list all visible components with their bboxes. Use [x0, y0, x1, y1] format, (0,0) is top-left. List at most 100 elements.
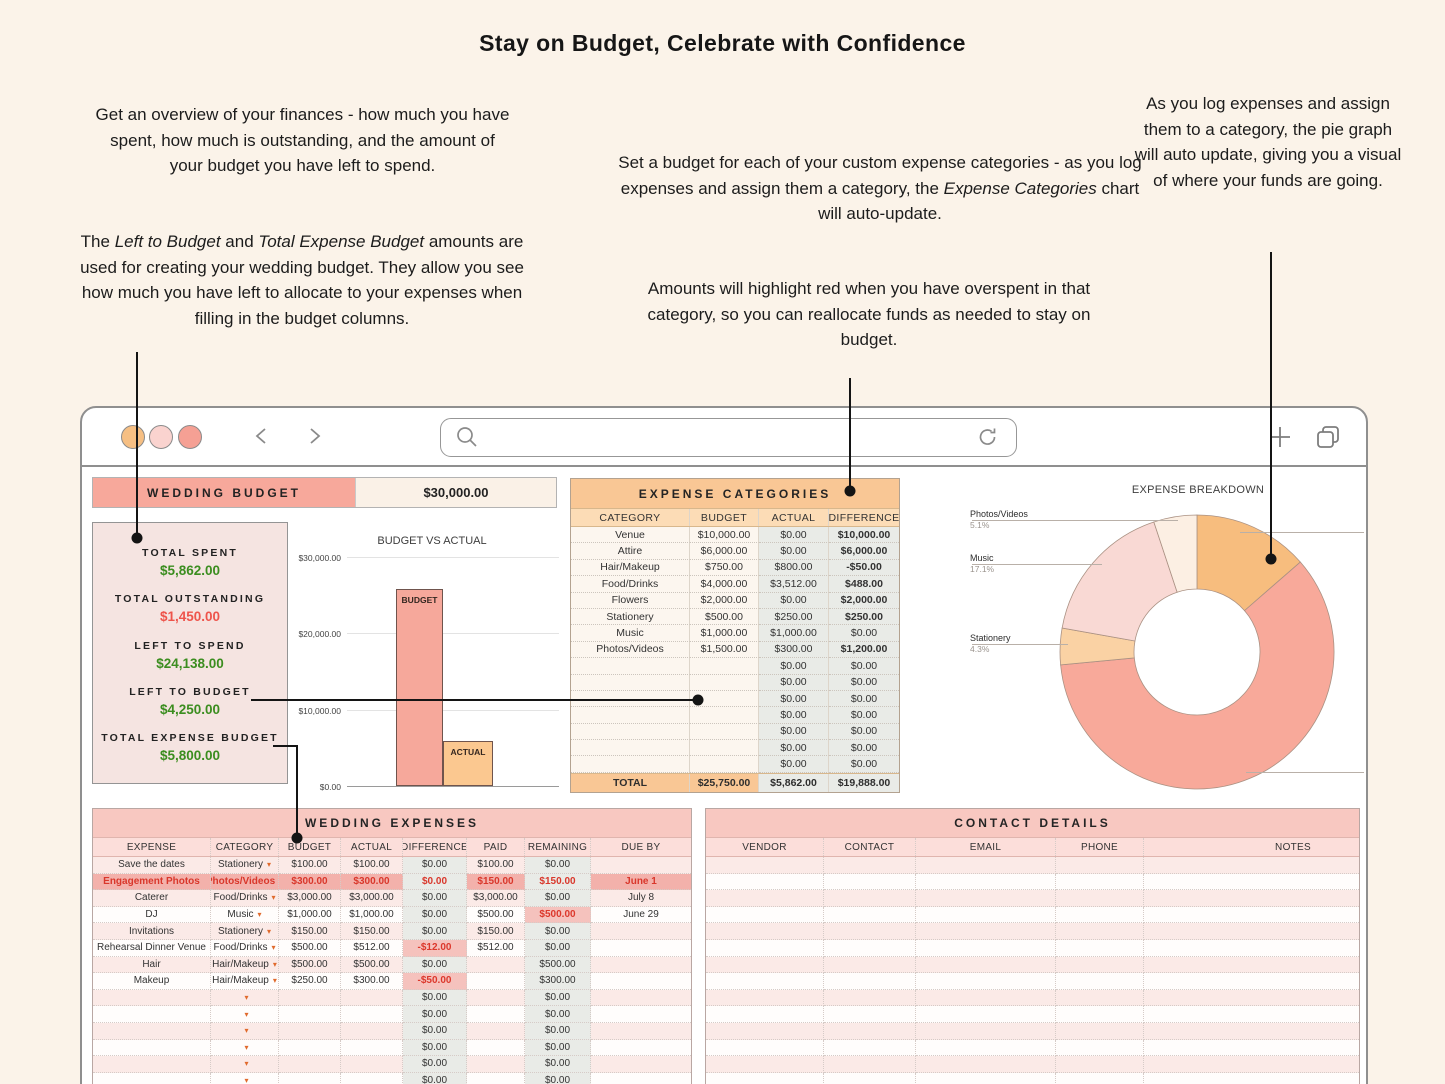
cell-remaining: $0.00 — [525, 857, 591, 874]
empty-cell — [1144, 874, 1359, 891]
reload-icon[interactable] — [976, 425, 1000, 449]
cell-category: Hair/Makeup — [571, 559, 690, 577]
dropdown-arrow-icon[interactable]: ▾ — [267, 926, 272, 936]
cell-budget: $500.00 — [279, 939, 341, 957]
table-row: Save the dates Stationery ▾ $100.00 $100.00 $… — [93, 857, 691, 874]
cell-actual: $500.00 — [341, 956, 403, 974]
cell-category: Stationery ▾ — [211, 857, 279, 874]
cell-budget: $100.00 — [279, 857, 341, 874]
dropdown-arrow-icon[interactable]: ▾ — [244, 993, 249, 1003]
table-row — [706, 1056, 1359, 1073]
cell-category — [571, 740, 690, 757]
cell-difference: $0.00 — [403, 1056, 467, 1073]
empty-cell — [706, 857, 824, 874]
empty-cell — [824, 1072, 916, 1084]
empty-cell — [1144, 957, 1359, 974]
cell-actual — [341, 1022, 403, 1040]
cell-difference: $0.00 — [829, 707, 899, 724]
bar-chart-gridline — [347, 633, 559, 635]
cell-expense — [93, 1006, 211, 1023]
cell-budget — [279, 1006, 341, 1023]
table-row — [706, 890, 1359, 907]
window-button-2[interactable] — [149, 425, 173, 449]
dropdown-arrow-icon[interactable]: ▾ — [267, 860, 272, 870]
cell-difference: $0.00 — [403, 923, 467, 940]
wedding-budget-label: WEDDING BUDGET — [93, 478, 355, 507]
dropdown-arrow-icon[interactable]: ▾ — [257, 910, 262, 920]
callout-line-expense-budget-h — [273, 745, 298, 747]
table-row: DJ Music ▾ $1,000.00 $1,000.00 $0.00 $500.00 $5… — [93, 906, 691, 924]
table-row: $0.00 $0.00 — [571, 740, 899, 757]
dropdown-arrow-icon[interactable]: ▾ — [244, 1009, 249, 1019]
cell-expense — [93, 1022, 211, 1040]
cell-actual: $3,512.00 — [759, 576, 829, 593]
empty-cell — [824, 873, 916, 891]
empty-cell — [1144, 907, 1359, 924]
dropdown-arrow-icon[interactable]: ▾ — [272, 976, 277, 986]
dropdown-arrow-icon[interactable]: ▾ — [272, 959, 277, 969]
cell-difference: $10,000.00 — [829, 527, 899, 544]
cell-expense: Engagement Photos — [93, 873, 211, 891]
category-value: Hair/Makeup — [212, 975, 269, 987]
cell-due-by: June 1 — [591, 874, 691, 891]
bar-chart-gridline — [347, 786, 559, 787]
expense-categories-header-row: CATEGORY BUDGET ACTUAL DIFFERENCE — [571, 508, 899, 527]
cell-remaining: $0.00 — [525, 1006, 591, 1023]
cell-expense: Invitations — [93, 923, 211, 940]
cell-actual: $0.00 — [759, 756, 829, 773]
tab-overview-icon[interactable] — [1316, 425, 1340, 449]
wedding-budget-amount: $30,000.00 — [355, 478, 556, 507]
table-row: Makeup Hair/Makeup ▾ $250.00 $300.00 -$50.00 $… — [93, 973, 691, 990]
window-button-3[interactable] — [178, 425, 202, 449]
dropdown-arrow-icon[interactable]: ▾ — [244, 1059, 249, 1069]
table-row — [706, 1022, 1359, 1040]
empty-cell — [1056, 989, 1144, 1007]
cell-category — [571, 658, 690, 675]
table-row: Rehearsal Dinner Venue Food/Drinks ▾ $500.0… — [93, 939, 691, 957]
forward-chevron-icon[interactable] — [304, 426, 324, 446]
column-header: CATEGORY — [571, 509, 690, 526]
empty-cell — [706, 890, 824, 907]
bar-chart-gridline — [347, 709, 559, 711]
window-button-1[interactable] — [121, 425, 145, 449]
cell-actual: $250.00 — [759, 608, 829, 626]
cell-category: ▾ — [211, 1039, 279, 1057]
column-header: CATEGORY — [211, 838, 279, 856]
cell-expense — [93, 1072, 211, 1084]
summary-item: TOTAL OUTSTANDING $1,450.00 — [93, 593, 287, 624]
cell-expense: DJ — [93, 906, 211, 924]
table-row: Flowers $2,000.00 $0.00 $2,000.00 — [571, 592, 899, 609]
cell-paid: $150.00 — [467, 923, 525, 940]
pie-label-name: Stationery — [970, 633, 1011, 643]
cell-paid: $100.00 — [467, 857, 525, 874]
dropdown-arrow-icon[interactable]: ▾ — [244, 1076, 249, 1084]
dropdown-arrow-icon[interactable]: ▾ — [271, 943, 276, 953]
dropdown-arrow-icon[interactable]: ▾ — [271, 893, 276, 903]
empty-cell — [706, 939, 824, 957]
empty-cell — [916, 1072, 1056, 1084]
back-chevron-icon[interactable] — [252, 426, 272, 446]
table-row: Invitations Stationery ▾ $150.00 $150.00 $0.0… — [93, 923, 691, 940]
cell-category: Attire — [571, 543, 690, 560]
search-bar[interactable] — [440, 418, 1017, 457]
bar-chart-gridline — [347, 557, 559, 558]
cell-category: Stationery ▾ — [211, 923, 279, 940]
dropdown-arrow-icon[interactable]: ▾ — [244, 1042, 249, 1052]
cell-category: ▾ — [211, 989, 279, 1007]
empty-cell — [824, 906, 916, 924]
budget-summary-panel: TOTAL SPENT $5,862.00 TOTAL OUTSTANDING $1,… — [92, 522, 288, 784]
cell-paid — [467, 1056, 525, 1073]
cell-expense — [93, 989, 211, 1007]
cell-category: ▾ — [211, 1022, 279, 1040]
expense-categories-title: EXPENSE CATEGORIES — [571, 479, 899, 508]
donut-slice-music — [1061, 521, 1178, 642]
contact-details-title: CONTACT DETAILS — [706, 809, 1359, 837]
cell-category: Music ▾ — [211, 906, 279, 924]
cell-budget: $1,500.00 — [690, 641, 759, 659]
dropdown-arrow-icon[interactable]: ▾ — [244, 1026, 249, 1036]
cell-actual: $1,000.00 — [759, 625, 829, 642]
new-tab-plus-icon[interactable] — [1268, 425, 1292, 449]
pie-label-percent: 4.3% — [970, 644, 990, 654]
empty-cell — [706, 1072, 824, 1084]
callout-line-pie — [1270, 252, 1272, 560]
